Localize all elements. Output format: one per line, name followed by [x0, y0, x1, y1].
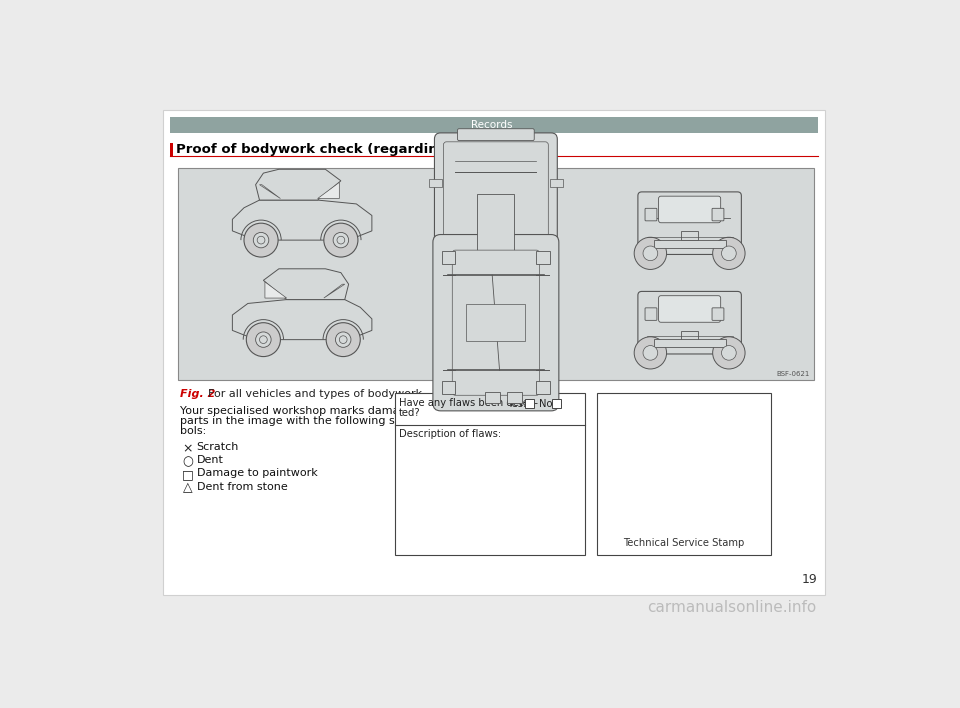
Polygon shape	[324, 284, 345, 298]
Text: Scratch: Scratch	[197, 442, 239, 452]
Text: BSF-0621: BSF-0621	[777, 371, 809, 377]
Text: Technical Service Stamp: Technical Service Stamp	[623, 539, 744, 549]
Bar	[654, 239, 726, 248]
Circle shape	[253, 232, 269, 248]
FancyBboxPatch shape	[458, 129, 534, 141]
Polygon shape	[255, 169, 341, 200]
Bar	[681, 331, 699, 340]
Circle shape	[643, 346, 658, 360]
Circle shape	[643, 246, 658, 261]
Circle shape	[712, 237, 745, 270]
Circle shape	[255, 332, 271, 348]
Circle shape	[712, 337, 745, 369]
Circle shape	[635, 237, 666, 270]
Bar	[162, 110, 826, 595]
Circle shape	[339, 336, 348, 343]
FancyBboxPatch shape	[659, 296, 721, 322]
Polygon shape	[265, 282, 287, 298]
Text: ×: ×	[182, 442, 193, 455]
Circle shape	[259, 336, 267, 343]
Polygon shape	[232, 299, 372, 340]
Bar	[467, 304, 525, 341]
FancyBboxPatch shape	[452, 250, 540, 395]
FancyBboxPatch shape	[637, 192, 741, 254]
FancyBboxPatch shape	[712, 308, 724, 320]
Circle shape	[257, 236, 265, 244]
Circle shape	[722, 346, 736, 360]
FancyBboxPatch shape	[435, 133, 558, 314]
FancyBboxPatch shape	[659, 196, 721, 223]
FancyBboxPatch shape	[645, 308, 657, 320]
Polygon shape	[263, 269, 348, 299]
Text: carmanualsonline.info: carmanualsonline.info	[648, 600, 817, 615]
Bar	[507, 392, 521, 403]
Bar	[537, 251, 550, 264]
Polygon shape	[259, 185, 280, 198]
Circle shape	[333, 232, 348, 248]
Text: No:: No:	[539, 399, 555, 409]
Text: ○: ○	[182, 455, 193, 468]
Polygon shape	[318, 183, 339, 198]
FancyBboxPatch shape	[458, 306, 534, 318]
FancyBboxPatch shape	[433, 234, 559, 411]
Bar	[477, 194, 515, 253]
Circle shape	[722, 246, 736, 261]
Text: Dent: Dent	[197, 455, 224, 465]
Text: Yes:: Yes:	[508, 399, 527, 409]
Bar	[485, 392, 499, 403]
Text: □: □	[181, 469, 193, 481]
Text: Damage to paintwork: Damage to paintwork	[197, 469, 318, 479]
Text: Records: Records	[471, 120, 513, 130]
Bar	[396, 393, 585, 554]
Circle shape	[244, 223, 278, 257]
Bar	[179, 168, 814, 380]
Circle shape	[337, 236, 345, 244]
Bar	[681, 232, 699, 240]
Text: ted?: ted?	[399, 409, 420, 418]
Circle shape	[326, 323, 360, 357]
Circle shape	[247, 323, 280, 357]
Text: Your specialised workshop marks damaged: Your specialised workshop marks damaged	[180, 406, 421, 416]
Bar	[170, 144, 173, 156]
Text: Description of flaws:: Description of flaws:	[399, 429, 501, 439]
Circle shape	[335, 332, 351, 348]
Text: △: △	[182, 481, 192, 494]
Text: Proof of bodywork check (regarding corrosion): Proof of bodywork check (regarding corro…	[176, 143, 528, 156]
Text: For all vehicles and types of bodywork.: For all vehicles and types of bodywork.	[207, 389, 425, 399]
Bar	[443, 381, 455, 394]
Bar	[596, 393, 771, 554]
Text: Dent from stone: Dent from stone	[197, 481, 287, 491]
FancyBboxPatch shape	[645, 208, 657, 221]
Bar	[443, 251, 455, 264]
Bar	[550, 179, 563, 187]
Bar	[537, 381, 550, 394]
Text: parts in the image with the following sym-: parts in the image with the following sy…	[180, 416, 417, 426]
Polygon shape	[232, 200, 372, 240]
Bar	[429, 179, 443, 187]
FancyBboxPatch shape	[712, 208, 724, 221]
Text: Have any flaws been detec-: Have any flaws been detec-	[399, 399, 538, 409]
Text: 19: 19	[802, 573, 818, 586]
Bar	[654, 339, 726, 348]
Circle shape	[324, 223, 358, 257]
Bar	[170, 118, 818, 132]
FancyBboxPatch shape	[444, 142, 548, 304]
Text: Fig. 2: Fig. 2	[180, 389, 216, 399]
Bar	[525, 399, 534, 408]
FancyBboxPatch shape	[637, 292, 741, 354]
Text: bols:: bols:	[180, 426, 206, 436]
Circle shape	[635, 337, 666, 369]
Bar	[552, 399, 561, 408]
